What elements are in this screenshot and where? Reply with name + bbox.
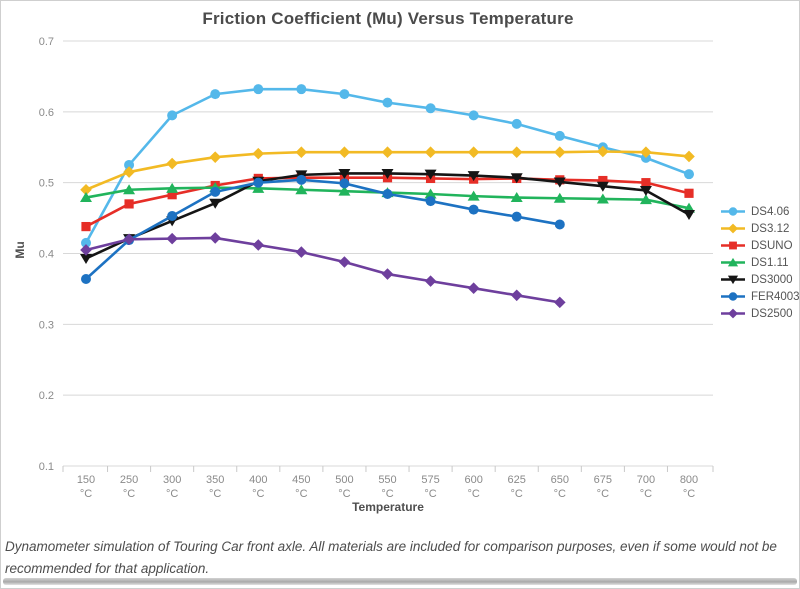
x-tick-label: 675 °C bbox=[594, 474, 612, 500]
x-tick-label: 250 °C bbox=[120, 474, 138, 500]
x-tick-label: 650 °C bbox=[551, 474, 569, 500]
y-tick-label: 0.1 bbox=[39, 461, 54, 473]
legend-label: DS3.12 bbox=[751, 222, 790, 235]
series-DS4.06 bbox=[81, 84, 694, 248]
x-tick-label: 450 °C bbox=[292, 474, 310, 500]
x-tick-label: 550 °C bbox=[378, 474, 396, 500]
chart-plot: 0.7 0.6 0.5 0.4 0.3 0.2 0.1 150 °C 250 °C 300 °C 350 °… bbox=[39, 36, 714, 500]
legend: DS4.06 DS3.12 DSUNO DS1.11 DS3000 FER4003 DS25… bbox=[720, 205, 800, 320]
legend-item-DS4.06[interactable]: DS4.06 bbox=[720, 205, 799, 218]
x-tick-label: 500 °C bbox=[335, 474, 353, 500]
horizontal-scrollbar[interactable] bbox=[3, 578, 797, 585]
x-tick-label: 575 °C bbox=[421, 474, 439, 500]
legend-label: DS2500 bbox=[751, 307, 793, 320]
x-tick-label: 350 °C bbox=[206, 474, 224, 500]
legend-label: DS4.06 bbox=[751, 205, 790, 218]
x-axis: 150 °C 250 °C 300 °C 350 °C 400 °C 450 °C 500 °C 550 °C… bbox=[62, 466, 714, 500]
legend-label: DS1.11 bbox=[751, 256, 789, 269]
legend-marker-icon bbox=[721, 275, 745, 285]
chart-title: Friction Coefficient (Mu) Versus Tempera… bbox=[202, 9, 574, 28]
y-tick-label: 0.2 bbox=[39, 390, 54, 402]
legend-item-DS2500[interactable]: DS2500 bbox=[720, 307, 799, 320]
x-tick-label: 400 °C bbox=[249, 474, 267, 500]
legend-marker-icon bbox=[721, 257, 745, 267]
x-tick-label: 300 °C bbox=[163, 474, 181, 500]
y-axis-title: Mu bbox=[13, 241, 27, 259]
legend-marker-icon bbox=[721, 207, 745, 216]
x-tick-label: 600 °C bbox=[464, 474, 482, 500]
x-axis-title: Temperature bbox=[352, 500, 424, 514]
footer-note: Dynamometer simulation of Touring Car fr… bbox=[5, 539, 777, 576]
legend-item-DS3000[interactable]: DS3000 bbox=[720, 273, 799, 286]
x-tick-label: 150 °C bbox=[77, 474, 95, 500]
series-DS2500 bbox=[80, 232, 566, 309]
legend-item-DS3.12[interactable]: DS3.12 bbox=[720, 222, 799, 235]
x-tick-label: 625 °C bbox=[508, 474, 526, 500]
y-tick-label: 0.5 bbox=[39, 178, 54, 190]
legend-marker-icon bbox=[721, 308, 745, 319]
legend-item-DSUNO[interactable]: DSUNO bbox=[720, 239, 799, 252]
legend-label: DS3000 bbox=[751, 273, 793, 286]
friction-chart: Friction Coefficient (Mu) Versus Tempera… bbox=[1, 1, 799, 531]
legend-item-FER4003[interactable]: FER4003 bbox=[720, 290, 800, 303]
y-tick-label: 0.3 bbox=[39, 319, 54, 331]
legend-marker-icon bbox=[721, 241, 745, 250]
legend-label: DSUNO bbox=[751, 239, 793, 252]
legend-marker-icon bbox=[721, 292, 745, 301]
series-DS3.12 bbox=[80, 145, 695, 196]
legend-marker-icon bbox=[721, 223, 745, 234]
y-tick-label: 0.6 bbox=[39, 107, 54, 119]
y-tick-label: 0.7 bbox=[39, 36, 54, 48]
y-tick-label: 0.4 bbox=[39, 249, 54, 261]
legend-item-DS1.11[interactable]: DS1.11 bbox=[720, 256, 799, 269]
x-tick-label: 800 °C bbox=[680, 474, 698, 500]
legend-label: FER4003 bbox=[751, 290, 800, 303]
x-tick-label: 700 °C bbox=[637, 474, 655, 500]
